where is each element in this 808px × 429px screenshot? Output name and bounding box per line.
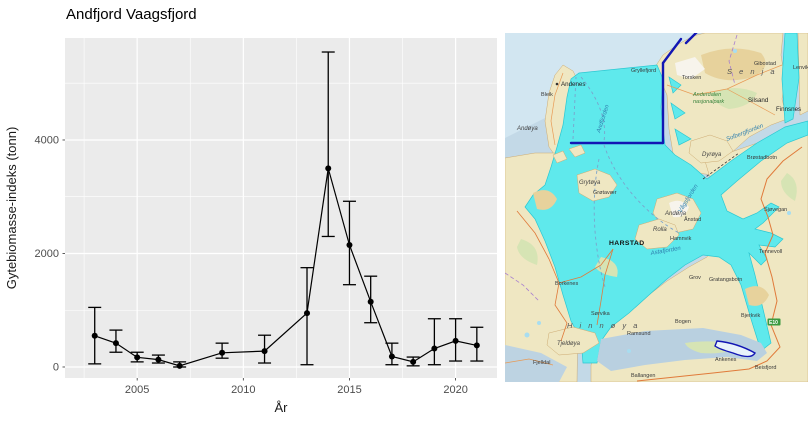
map-admin-boundaries	[505, 34, 738, 302]
x-tick-label: 2020	[443, 384, 467, 396]
map-terrain-green	[517, 88, 797, 354]
data-point	[452, 337, 459, 344]
map-ferry-route	[702, 152, 740, 180]
data-point	[155, 356, 162, 363]
data-point	[388, 353, 395, 360]
fjord-area-map: Andenes Bleik Andøya Gryllefjord Torsken S e …	[505, 33, 808, 382]
map-survey-boundary	[569, 33, 698, 145]
y-axis-label: Gytebiomasse-indeks (tonn)	[4, 127, 19, 290]
data-point	[367, 298, 374, 305]
map-label: nasjonalpark	[693, 99, 724, 105]
map-label: Tennevoll	[759, 249, 782, 255]
map-label: Astafjorden	[649, 246, 682, 257]
data-point	[473, 342, 480, 349]
map-label: Grøtavær	[593, 190, 617, 196]
map-islands	[546, 134, 734, 356]
map-label: HARSTAD	[609, 240, 645, 247]
data-point	[219, 349, 226, 356]
map-label: Brøstadbotn	[747, 155, 777, 161]
data-point	[261, 348, 268, 355]
data-point	[304, 310, 311, 317]
map-label: Hamnvik	[670, 236, 692, 242]
map-label: Bleik	[541, 92, 553, 98]
map-label: H i n n ø y a	[567, 321, 640, 330]
map-labels: Andenes Bleik Andøya Gryllefjord Torsken S e …	[516, 61, 808, 379]
spawning-biomass-chart: 0 2000 4000 2005 2010 2015 2020 Andfjord Vaagsf…	[4, 6, 497, 415]
map-dashed-lines	[572, 76, 680, 288]
map-label: S e n j a	[727, 67, 777, 76]
data-point	[112, 340, 119, 347]
data-point	[176, 362, 183, 369]
y-tick-label: 2000	[35, 248, 59, 260]
map-label: Andøya	[516, 126, 538, 132]
map-label: Gibostad	[754, 61, 776, 67]
map-label: Anderdalen	[692, 92, 721, 98]
x-tick-label: 2015	[337, 384, 361, 396]
data-point	[325, 165, 332, 172]
chart-title: Andfjord Vaagsfjord	[66, 6, 197, 23]
map-label: Grov	[689, 275, 701, 281]
map-label: Gratangsbotn	[709, 277, 742, 283]
map-andenes-marker	[555, 82, 559, 86]
series-line	[94, 168, 477, 367]
x-tick-label: 2005	[125, 384, 149, 396]
y-tick-label: 4000	[35, 134, 59, 146]
map-roads	[505, 64, 803, 382]
map-label: Fjelldal	[533, 360, 550, 366]
map-sound-southwest	[505, 345, 567, 382]
data-point	[410, 358, 417, 365]
map-label: Andørja	[664, 211, 687, 217]
map-label: Andenes	[561, 81, 585, 88]
x-axis-label: År	[275, 400, 289, 415]
map-label: Sørvika	[591, 311, 611, 317]
map-label: Ånstad	[684, 216, 701, 223]
map-terrain-tan	[533, 48, 769, 306]
map-label: Sjøvegan	[764, 207, 787, 213]
map-label: Bjerkvik	[741, 313, 761, 319]
map-label: Dyrøya	[702, 152, 722, 158]
data-point	[431, 345, 438, 352]
map-label: Beisfjord	[755, 365, 776, 371]
road-shield	[767, 318, 781, 326]
error-bar	[300, 267, 314, 366]
data-point	[134, 354, 141, 361]
data-point	[91, 332, 98, 339]
map-marked-inlet	[714, 340, 756, 358]
map-label: Borkenes	[555, 281, 578, 287]
data-point	[346, 241, 353, 248]
error-bar	[321, 51, 335, 238]
map-label: Ankenes	[715, 357, 737, 363]
map-ofotfjorden	[597, 328, 767, 371]
map-label: Torsken	[682, 75, 701, 81]
map-label: Rolla	[653, 227, 667, 233]
map-label: Bogen	[675, 319, 691, 325]
map-label: Gryllefjord	[631, 68, 656, 74]
y-tick-label: 0	[53, 361, 59, 373]
x-tick-label: 2010	[231, 384, 255, 396]
error-bar	[427, 318, 441, 366]
map-label: Tjeldøya	[557, 341, 581, 347]
map-label: Ballangen	[631, 373, 655, 379]
map-label: Finnsnes	[776, 106, 801, 113]
map-terrain-snow	[669, 57, 705, 218]
map-label: Lenvik	[793, 65, 808, 71]
map-label: Ramsund	[627, 331, 651, 337]
map-label: Silsand	[748, 97, 769, 104]
map-label: E10	[769, 320, 778, 326]
map-label: Grytøya	[579, 180, 601, 186]
plot-panel	[65, 38, 497, 378]
map-lakes	[524, 49, 791, 353]
